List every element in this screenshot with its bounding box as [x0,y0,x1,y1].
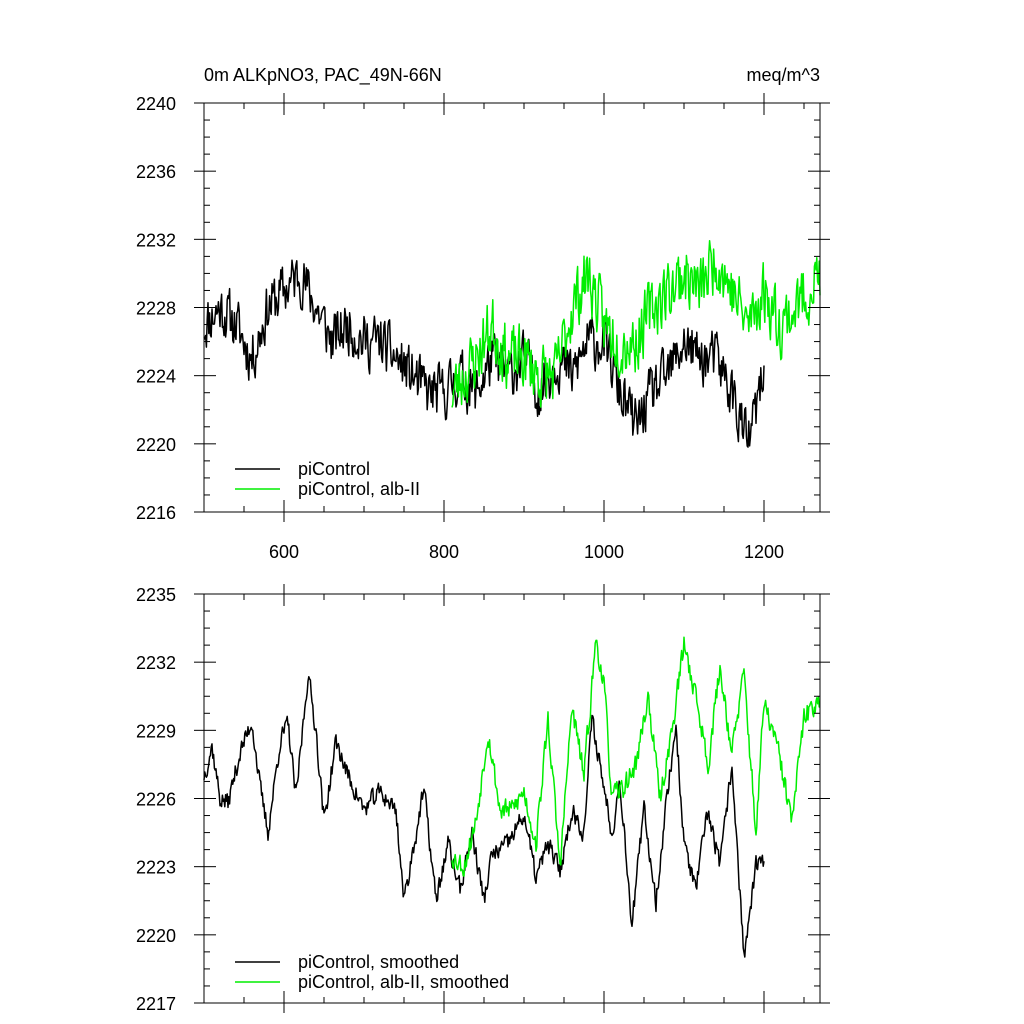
top-panel-frame [203,102,821,513]
series-line-picontrol [203,259,765,448]
top-panel-axes: 600 800 1000 1200 2216 2220 2224 2228 2232 2236 22… [136,93,830,562]
y-tick-label: 2232 [136,653,176,673]
legend-label-picontrol-smoothed: piControl, smoothed [298,952,459,972]
y-tick-label: 2236 [136,162,176,182]
x-tick-label: 800 [429,542,459,562]
y-tick-label: 2232 [136,230,176,250]
bottom-panel-legend: piControl, smoothed piControl, alb-II, s… [235,952,509,992]
y-tick-label: 2220 [136,435,176,455]
top-panel-series [203,239,821,448]
y-tick-label: 2224 [136,367,176,387]
y-tick-label: 2240 [136,94,176,114]
x-tick-label: 1000 [584,542,624,562]
y-tick-label: 2220 [136,926,176,946]
top-panel-legend: piControl piControl, alb-II [235,459,420,499]
bottom-panel-axes: 2217 2220 2223 2226 2229 2232 2235 [136,584,830,1014]
series-line-picontrol-alb-ii-smoothed [451,636,821,877]
y-tick-label: 2229 [136,721,176,741]
y-tick-label: 2217 [136,994,176,1014]
y-tick-label: 2216 [136,503,176,523]
series-line-picontrol-alb-ii [451,239,821,408]
bottom-panel-series [203,636,821,958]
y-tick-label: 2228 [136,299,176,319]
y-tick-label: 2235 [136,585,176,605]
top-panel-title: 0m ALKpNO3, PAC_49N-66N [204,65,442,86]
legend-label-alb-ii-smoothed: piControl, alb-II, smoothed [298,972,509,992]
bottom-panel-frame [203,593,821,1004]
legend-label-picontrol: piControl [298,459,370,479]
series-line-picontrol-smoothed [203,675,765,958]
bottom-panel: 2217 2220 2223 2226 2229 2232 2235 piControl, … [136,584,830,1014]
legend-label-alb-ii: piControl, alb-II [298,479,420,499]
x-tick-label: 1200 [744,542,784,562]
y-tick-label: 2223 [136,858,176,878]
x-tick-label: 600 [269,542,299,562]
y-tick-label: 2226 [136,790,176,810]
top-panel: 0m ALKpNO3, PAC_49N-66N meq/m^3 600 800 10… [136,65,830,562]
top-panel-units: meq/m^3 [747,65,820,85]
